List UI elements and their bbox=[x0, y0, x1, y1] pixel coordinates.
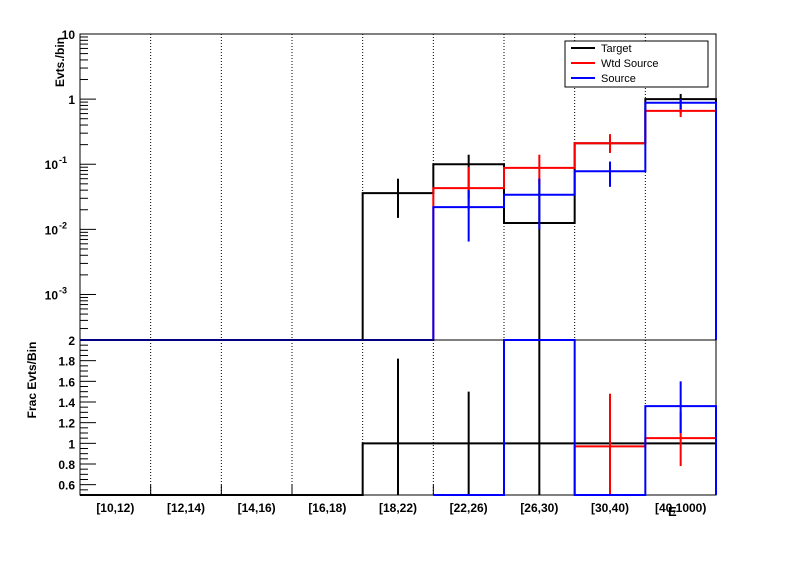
bottom-y-axis-title: Frac Evts/Bin bbox=[25, 342, 39, 419]
x-category-label: [40,1000) bbox=[655, 501, 706, 515]
bottom-y-tick-label: 1.8 bbox=[58, 355, 75, 369]
bottom-y-tick-label: 2 bbox=[68, 334, 75, 348]
top-y-tick-exponent: -2 bbox=[59, 220, 67, 230]
legend-entry: Source bbox=[601, 73, 636, 85]
top-wtd-source-histogram bbox=[80, 109, 717, 341]
x-category-label: [14,16) bbox=[238, 501, 276, 515]
top-y-tick-label: 10 bbox=[45, 158, 59, 172]
legend-entry: Target bbox=[601, 43, 632, 55]
top-y-axis-title: Evts./bin bbox=[53, 37, 67, 87]
bottom-y-tick-label: 1.4 bbox=[58, 396, 75, 410]
top-y-tick-label: 10 bbox=[45, 223, 59, 237]
bottom-y-tick-label: 1.2 bbox=[58, 417, 75, 431]
top-y-tick-exponent: -1 bbox=[59, 155, 67, 165]
top-target-histogram bbox=[80, 98, 717, 341]
x-category-label: [26,30) bbox=[520, 501, 558, 515]
top-y-tick-label: 1 bbox=[68, 93, 75, 107]
bottom-y-tick-label: 0.6 bbox=[58, 479, 75, 493]
bottom-y-tick-label: 1.6 bbox=[58, 375, 75, 389]
x-category-label: [10,12) bbox=[96, 501, 134, 515]
top-y-tick-label: 10 bbox=[45, 288, 59, 302]
x-category-label: [16,18) bbox=[308, 501, 346, 515]
legend-entry: Wtd Source bbox=[601, 58, 658, 70]
bottom-panel: 0.6 0.8 1 1.2 1.4 1.6 1.8 2 [10,12) [12,14) [14,16… bbox=[25, 334, 717, 519]
x-category-label: [22,26) bbox=[450, 501, 488, 515]
x-category-label: [30,40) bbox=[591, 501, 629, 515]
x-category-label: [18,22) bbox=[379, 501, 417, 515]
bottom-y-tick-label: 1 bbox=[68, 437, 75, 451]
top-y-tick-exponent: -3 bbox=[59, 285, 67, 295]
bottom-source-histogram bbox=[433, 339, 717, 496]
x-category-label: [12,14) bbox=[167, 501, 205, 515]
x-axis-title: E bbox=[668, 504, 677, 519]
top-y-tick-label: 10 bbox=[62, 28, 76, 42]
top-source-histogram bbox=[80, 101, 717, 341]
bottom-y-tick-label: 0.8 bbox=[58, 458, 75, 472]
